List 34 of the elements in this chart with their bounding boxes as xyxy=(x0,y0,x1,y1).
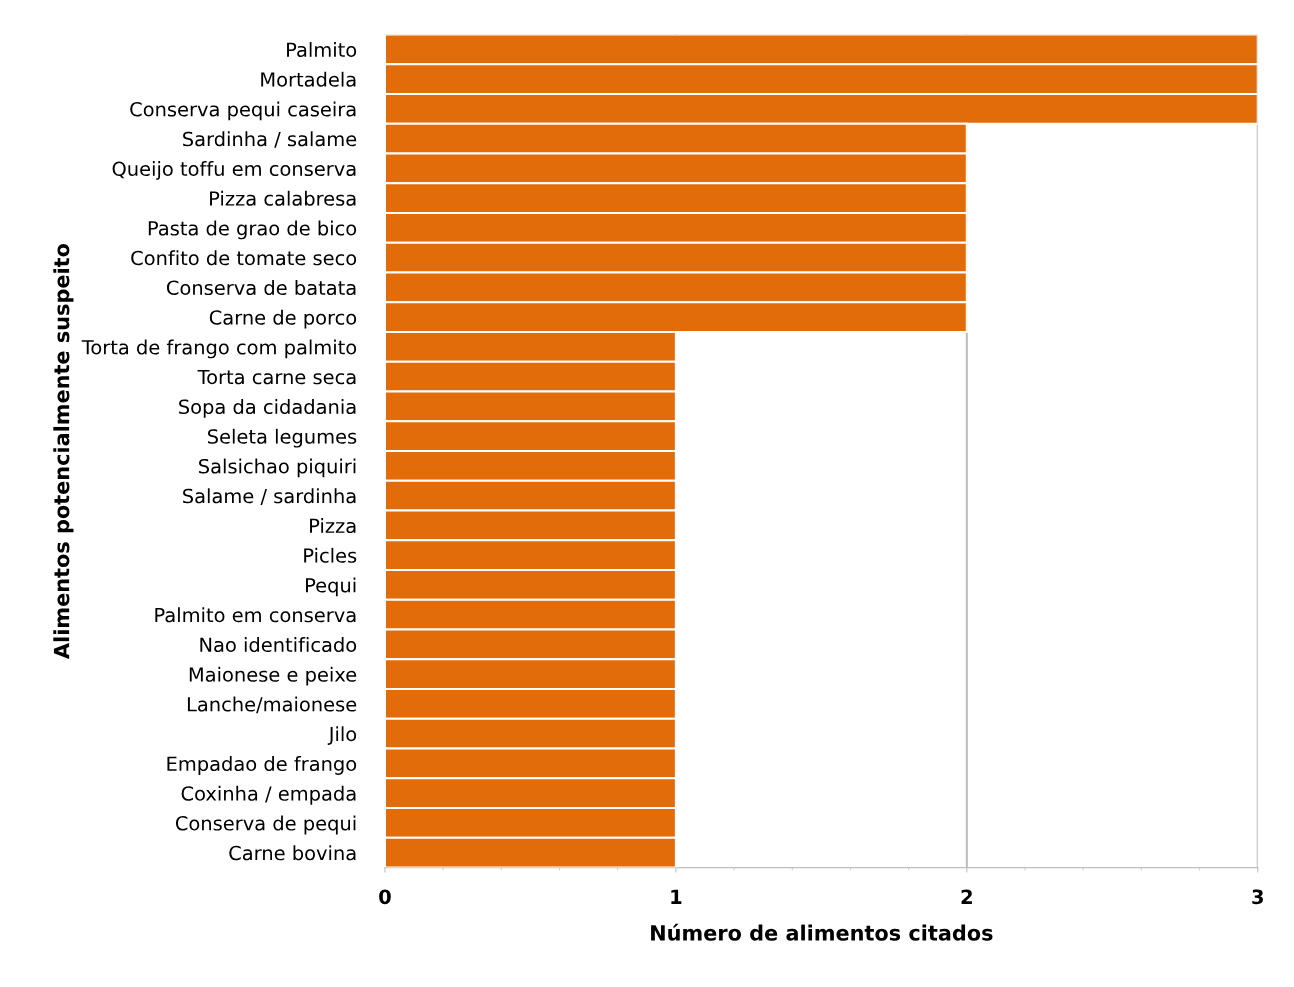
y-tick-label: Sardinha / salame xyxy=(183,131,357,148)
y-tick-label: Conserva pequi caseira xyxy=(130,101,356,121)
y-tick-label: Conserva de batata xyxy=(166,280,356,296)
y-tick-label: Palmito xyxy=(287,42,357,58)
y-tick-label: Salame / sardinha xyxy=(183,488,356,505)
x-tick-label: 3 xyxy=(1252,889,1263,905)
y-tick-label: Palmito em conserva xyxy=(155,607,356,623)
y-tick-label: Torta carne seca xyxy=(197,369,356,385)
y-tick-label: Empadao de frango xyxy=(167,756,357,775)
y-tick-label: Confito de tomate seco xyxy=(131,250,357,266)
y-tick-label: Coxinha / empada xyxy=(181,785,356,805)
y-tick-label: Jilo xyxy=(327,726,357,745)
y-axis-title: Alimentos potencialmente suspeito xyxy=(53,243,74,659)
y-tick-label: Conserva de pequi xyxy=(175,815,356,835)
y-tick-label: Lanche/maionese xyxy=(187,696,357,714)
y-tick-label: Pizza calabresa xyxy=(210,190,356,206)
y-tick-label: Queijo toffu em conserva xyxy=(112,161,356,180)
x-tick-label: 0 xyxy=(379,889,391,905)
y-tick-label: Pequi xyxy=(306,577,356,597)
y-tick-label: Mortadela xyxy=(261,71,356,87)
x-axis-title: Número de alimentos citados xyxy=(651,923,993,941)
y-tick-label: Seleta legumes xyxy=(208,428,357,448)
y-tick-label: Sopa da cidadania xyxy=(179,399,356,418)
y-tick-label: Pizza xyxy=(310,518,356,534)
x-tick-label: 1 xyxy=(671,889,682,904)
x-tick-label: 2 xyxy=(961,889,972,904)
y-tick-label: Carne bovina xyxy=(229,845,356,861)
y-tick-label: Nao identificado xyxy=(200,637,357,653)
y-tick-label: Salsichao piquiri xyxy=(199,458,356,478)
y-tick-label: Pasta de grao de bico xyxy=(148,220,357,240)
y-tick-label: Maionese e peixe xyxy=(189,666,357,686)
y-tick-label: Carne de porco xyxy=(209,309,357,329)
y-tick-label: Picles xyxy=(304,547,357,563)
y-tick-label: Torta de frango com palmito xyxy=(81,339,357,359)
